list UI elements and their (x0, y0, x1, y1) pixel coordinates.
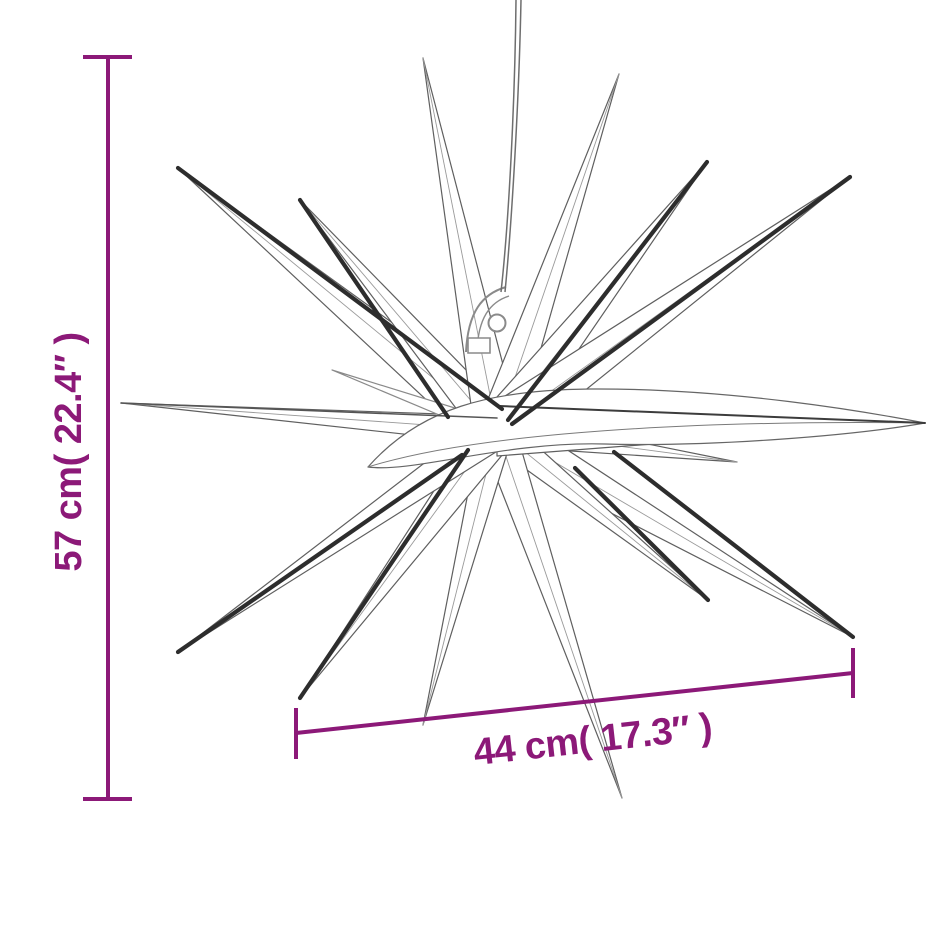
star-edge-lines (120, 402, 926, 424)
height-dimension-label: 57 cm( 22.4″ ) (48, 332, 90, 571)
height-dimension: 57 cm( 22.4″ ) (48, 55, 132, 801)
hanging-clip (465, 286, 510, 354)
star-illustration (120, 0, 926, 799)
star-dark-edges (175, 159, 856, 701)
hanging-cord (500, 0, 522, 293)
width-dimension-line (295, 671, 854, 735)
